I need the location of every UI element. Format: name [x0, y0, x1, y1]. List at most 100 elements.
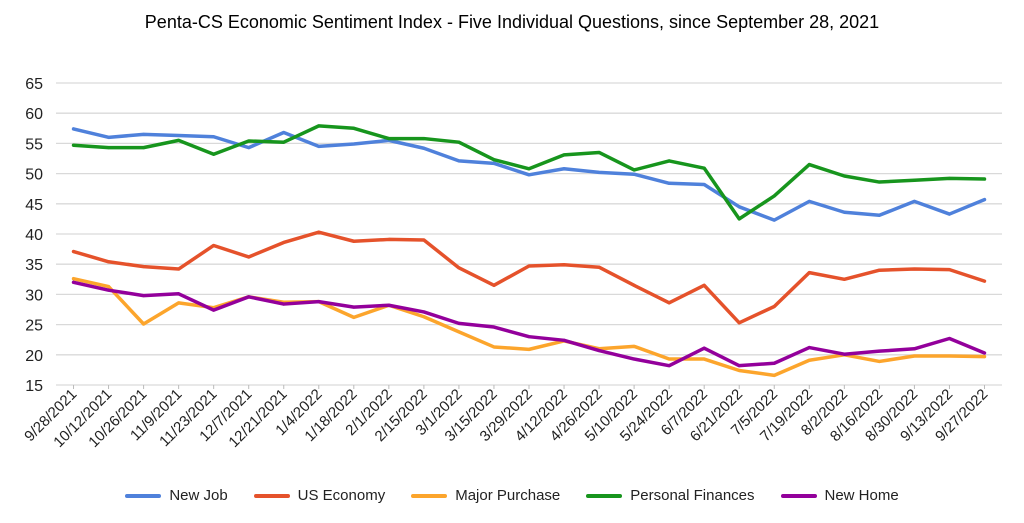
data-point-new-job — [72, 127, 76, 131]
data-point-personal-finances — [737, 217, 741, 221]
data-point-us-economy — [177, 267, 181, 271]
data-point-personal-finances — [632, 168, 636, 172]
legend-item-us-economy: US Economy — [253, 487, 386, 504]
data-point-new-home — [387, 303, 391, 307]
data-point-personal-finances — [702, 166, 706, 170]
data-point-new-home — [667, 364, 671, 368]
data-point-us-economy — [317, 230, 321, 234]
data-point-us-economy — [247, 255, 251, 259]
data-point-personal-finances — [772, 194, 776, 198]
data-point-personal-finances — [842, 174, 846, 178]
data-point-us-economy — [772, 304, 776, 308]
data-point-new-home — [107, 288, 111, 292]
data-point-new-home — [772, 361, 776, 365]
data-point-us-economy — [877, 268, 881, 272]
data-point-personal-finances — [422, 137, 426, 141]
data-point-major-purchase — [352, 315, 356, 319]
y-tick-label: 20 — [25, 348, 43, 365]
data-point-personal-finances — [107, 146, 111, 150]
legend-label: Personal Finances — [630, 487, 755, 504]
data-point-personal-finances — [352, 126, 356, 130]
legend: New Job US Economy Major Purchase Personal … — [0, 487, 1024, 504]
data-point-us-economy — [702, 283, 706, 287]
y-tick-label: 35 — [25, 257, 43, 274]
data-point-major-purchase — [492, 345, 496, 349]
data-point-new-home — [492, 325, 496, 329]
y-tick-label: 40 — [25, 227, 43, 244]
legend-swatch — [125, 493, 162, 498]
data-point-new-job — [842, 210, 846, 214]
y-tick-label: 45 — [25, 197, 43, 214]
data-point-new-home — [632, 357, 636, 361]
data-point-us-economy — [457, 266, 461, 270]
data-point-personal-finances — [947, 176, 951, 180]
data-point-us-economy — [422, 238, 426, 242]
data-point-major-purchase — [667, 357, 671, 361]
data-point-personal-finances — [912, 178, 916, 182]
data-point-personal-finances — [457, 140, 461, 144]
data-point-us-economy — [597, 265, 601, 269]
data-point-new-job — [282, 131, 286, 135]
data-point-major-purchase — [72, 277, 76, 281]
data-point-us-economy — [527, 264, 531, 268]
data-point-new-job — [807, 199, 811, 203]
data-point-new-home — [597, 349, 601, 353]
data-point-personal-finances — [667, 159, 671, 163]
data-point-new-job — [877, 213, 881, 217]
data-point-new-home — [72, 280, 76, 284]
data-point-new-home — [842, 352, 846, 356]
data-point-major-purchase — [772, 373, 776, 377]
data-point-new-home — [212, 308, 216, 312]
data-point-new-home — [982, 351, 986, 355]
data-point-new-job — [492, 161, 496, 165]
y-tick-label: 55 — [25, 136, 43, 153]
y-tick-label: 15 — [25, 378, 43, 395]
data-point-us-economy — [982, 279, 986, 283]
data-point-new-home — [947, 336, 951, 340]
data-point-new-job — [527, 173, 531, 177]
data-point-personal-finances — [177, 138, 181, 142]
data-point-personal-finances — [527, 167, 531, 171]
data-point-new-home — [422, 310, 426, 314]
legend-label: New Home — [824, 487, 899, 504]
data-point-major-purchase — [422, 315, 426, 319]
data-point-new-job — [422, 146, 426, 150]
data-point-personal-finances — [982, 177, 986, 181]
data-point-personal-finances — [282, 140, 286, 144]
data-point-major-purchase — [912, 354, 916, 358]
data-point-major-purchase — [527, 347, 531, 351]
data-point-new-job — [947, 212, 951, 216]
data-point-us-economy — [492, 283, 496, 287]
data-point-new-job — [107, 135, 111, 139]
data-point-new-home — [562, 338, 566, 342]
data-point-major-purchase — [142, 322, 146, 326]
data-point-us-economy — [212, 243, 216, 247]
data-point-us-economy — [72, 250, 76, 254]
data-point-us-economy — [562, 263, 566, 267]
data-point-major-purchase — [457, 330, 461, 334]
data-point-new-home — [877, 349, 881, 353]
data-point-us-economy — [947, 268, 951, 272]
data-point-personal-finances — [317, 124, 321, 128]
legend-label: New Job — [169, 487, 228, 504]
data-point-new-job — [702, 182, 706, 186]
data-point-new-job — [737, 205, 741, 209]
data-point-new-home — [527, 335, 531, 339]
legend-item-new-home: New Home — [780, 487, 899, 504]
data-point-us-economy — [142, 265, 146, 269]
y-tick-label: 65 — [25, 76, 43, 93]
legend-label: US Economy — [297, 487, 386, 504]
data-point-personal-finances — [807, 163, 811, 167]
data-point-personal-finances — [877, 180, 881, 184]
data-point-new-home — [702, 346, 706, 350]
data-point-major-purchase — [177, 301, 181, 305]
data-point-new-job — [562, 167, 566, 171]
data-point-major-purchase — [982, 355, 986, 359]
data-point-us-economy — [737, 321, 741, 325]
data-point-us-economy — [282, 240, 286, 244]
data-point-new-job — [212, 135, 216, 139]
data-point-major-purchase — [737, 369, 741, 373]
data-point-major-purchase — [632, 344, 636, 348]
data-point-personal-finances — [72, 143, 76, 147]
data-point-major-purchase — [807, 358, 811, 362]
